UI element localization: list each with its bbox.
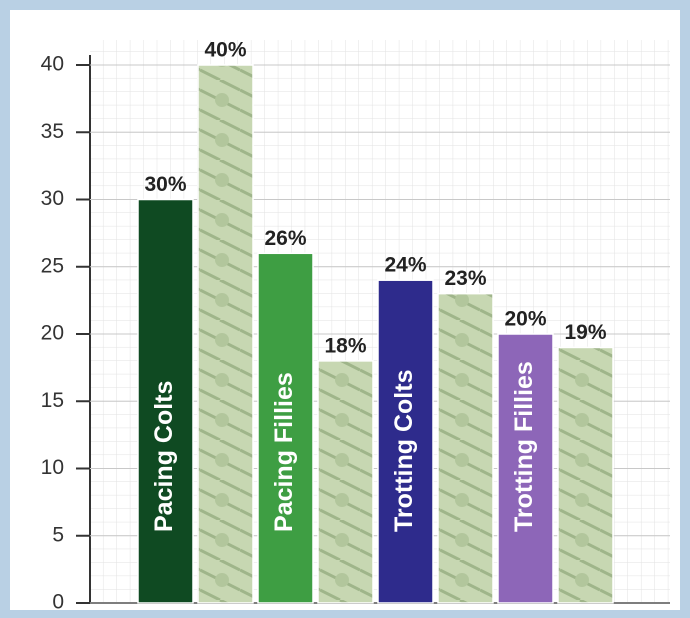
value-label: 40% (204, 39, 246, 62)
bar (257, 252, 314, 604)
value-label: 20% (504, 308, 546, 331)
value-label: 23% (444, 267, 486, 290)
category-label: Trotting Colts (390, 370, 418, 532)
bar (137, 198, 194, 604)
value-label: 24% (384, 254, 426, 277)
bar (557, 346, 614, 604)
y-tick-label: 25 (41, 254, 64, 277)
category-label: Pacing Fillies (270, 372, 298, 532)
bar (317, 360, 374, 604)
value-label: 18% (324, 334, 366, 357)
y-tick-label: 10 (41, 456, 64, 479)
y-tick-label: 30 (41, 187, 64, 210)
y-tick-label: 40 (41, 53, 64, 76)
value-label: 19% (564, 321, 606, 344)
value-label: 30% (144, 173, 186, 196)
bar (437, 292, 494, 604)
category-label: Trotting Fillies (510, 361, 538, 532)
y-tick-label: 0 (52, 591, 64, 614)
bar (497, 333, 554, 604)
bar (197, 64, 254, 604)
y-tick-label: 35 (41, 120, 64, 143)
bar (377, 279, 434, 604)
y-tick-label: 20 (41, 322, 64, 345)
y-tick-label: 15 (41, 389, 64, 412)
category-label: Pacing Colts (150, 381, 178, 532)
value-label: 26% (264, 227, 306, 250)
y-tick-label: 5 (52, 523, 64, 546)
